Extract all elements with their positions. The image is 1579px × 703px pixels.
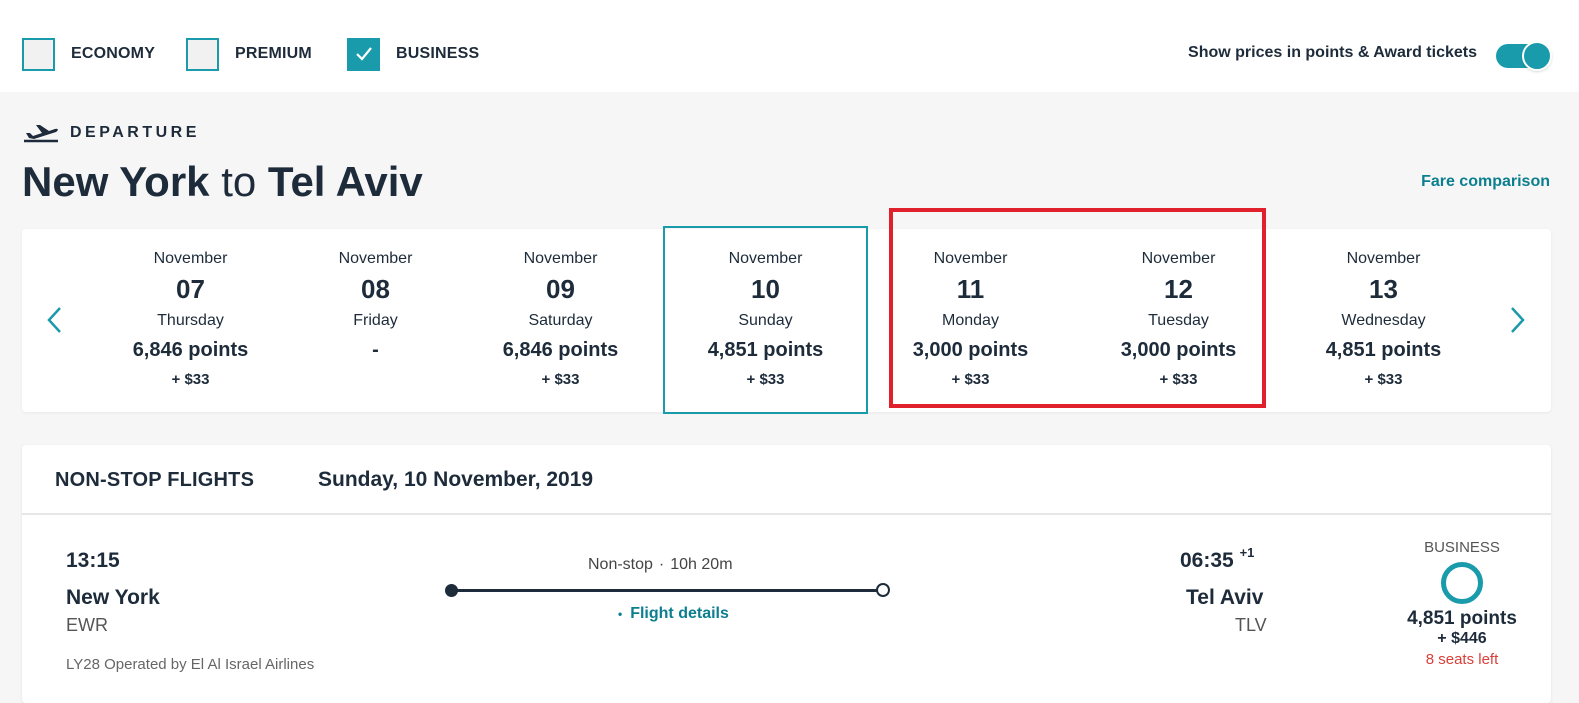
origin-city: New York — [22, 158, 210, 205]
date-weekday: Sunday — [738, 312, 793, 329]
cabin-premium-checkbox[interactable]: PREMIUM — [186, 37, 312, 71]
separator-dot-icon: · — [658, 556, 665, 573]
departure-heading: DEPARTURE — [22, 121, 200, 145]
plane-takeoff-icon — [24, 125, 58, 143]
results-title: NON-STOP FLIGHTS — [55, 469, 255, 491]
date-option[interactable]: November 13 Wednesday 4,851 points + $33 — [1281, 229, 1486, 412]
date-day: 09 — [546, 274, 575, 304]
checkmark-icon — [355, 47, 372, 61]
arrival-time: 06:35 +1 — [1180, 545, 1254, 573]
date-points: 4,851 points — [1325, 339, 1442, 361]
fare-cash: + $446 — [1437, 630, 1487, 647]
date-month: November — [1141, 250, 1216, 267]
date-cash: + $33 — [1364, 371, 1403, 388]
results-header: NON-STOP FLIGHTS Sunday, 10 November, 20… — [22, 445, 1551, 515]
date-day: 07 — [176, 274, 205, 304]
flight-route-line — [445, 583, 890, 597]
flight-results-panel: NON-STOP FLIGHTS Sunday, 10 November, 20… — [22, 445, 1551, 703]
toggle-knob[interactable] — [1522, 41, 1552, 71]
date-option-selected[interactable]: November 10 Sunday 4,851 points + $33 — [663, 229, 868, 412]
bullet-icon: • — [618, 607, 623, 621]
arrival-day-offset: +1 — [1239, 545, 1255, 560]
flight-details-link[interactable]: • Flight details — [618, 605, 729, 623]
cabin-business-label: BUSINESS — [396, 45, 480, 62]
date-weekday: Wednesday — [1341, 312, 1426, 329]
route-end-dot-icon — [876, 583, 890, 597]
date-cash: + $33 — [171, 371, 210, 388]
date-day: 13 — [1369, 274, 1398, 304]
points-toggle-label: Show prices in points & Award tickets — [1188, 44, 1477, 61]
checkbox-box-checked[interactable] — [347, 37, 380, 71]
route-connector: to — [221, 158, 257, 205]
date-option[interactable]: November 08 Friday - — [273, 229, 478, 412]
next-dates-button[interactable] — [1506, 303, 1530, 337]
departure-label: DEPARTURE — [70, 124, 200, 141]
date-weekday: Thursday — [157, 312, 224, 329]
date-cash: + $33 — [746, 371, 785, 388]
arrival-time-value: 06:35 — [1180, 549, 1234, 572]
results-date: Sunday, 10 November, 2019 — [318, 468, 594, 491]
date-day: 12 — [1164, 274, 1193, 304]
date-day: 08 — [361, 274, 390, 304]
flight-details-label: Flight details — [630, 605, 729, 622]
date-month: November — [728, 250, 803, 267]
arrival-city: Tel Aviv — [1186, 586, 1264, 609]
operated-by: LY28 Operated by El Al Israel Airlines — [66, 656, 315, 673]
points-toggle[interactable] — [1496, 41, 1552, 71]
cabin-premium-label: PREMIUM — [235, 45, 312, 62]
fare-radio-button[interactable] — [1441, 562, 1483, 604]
date-option[interactable]: November 11 Monday 3,000 points + $33 — [868, 229, 1073, 412]
seats-left: 8 seats left — [1425, 651, 1499, 668]
route-start-dot-icon — [445, 584, 458, 597]
date-weekday: Monday — [942, 312, 999, 329]
date-carousel: November 07 Thursday 6,846 points + $33 … — [22, 229, 1551, 412]
date-month: November — [338, 250, 413, 267]
cabin-filter-bar: ECONOMY PREMIUM BUSINESS Show prices in … — [0, 0, 1579, 92]
date-day: 10 — [751, 274, 780, 304]
cabin-business-checkbox[interactable]: BUSINESS — [347, 37, 479, 71]
date-option[interactable]: November 07 Thursday 6,846 points + $33 — [88, 229, 293, 412]
cabin-economy-label: ECONOMY — [71, 45, 156, 62]
date-points: 3,000 points — [1120, 339, 1237, 361]
chevron-left-icon — [47, 307, 61, 333]
date-cash: + $33 — [951, 371, 990, 388]
date-cash: + $33 — [541, 371, 580, 388]
date-month: November — [933, 250, 1008, 267]
flight-duration: 10h 20m — [670, 556, 733, 573]
stops-label: Non-stop — [588, 556, 653, 573]
cabin-economy-checkbox[interactable]: ECONOMY — [22, 37, 155, 71]
checkbox-box[interactable] — [186, 37, 219, 71]
date-points: - — [372, 339, 379, 361]
fare-class: BUSINESS — [1424, 539, 1500, 556]
prev-dates-button[interactable] — [42, 303, 66, 337]
departure-city: New York — [66, 586, 160, 609]
date-month: November — [1346, 250, 1421, 267]
departure-airport-code: EWR — [66, 615, 108, 635]
fare-points: 4,851 points — [1407, 608, 1517, 629]
chevron-right-icon — [1511, 307, 1525, 333]
date-points: 6,846 points — [132, 339, 249, 361]
date-weekday: Friday — [353, 312, 398, 329]
date-weekday: Saturday — [528, 312, 593, 329]
departure-time: 13:15 — [66, 549, 120, 572]
date-weekday: Tuesday — [1148, 312, 1209, 329]
date-month: November — [153, 250, 228, 267]
arrival-airport-code: TLV — [1235, 615, 1267, 635]
date-points: 6,846 points — [502, 339, 619, 361]
date-option[interactable]: November 09 Saturday 6,846 points + $33 — [458, 229, 663, 412]
date-cash: + $33 — [1159, 371, 1198, 388]
date-day: 11 — [956, 274, 985, 304]
stop-info: Non-stop · 10h 20m — [588, 556, 733, 574]
route-title: New York to Tel Aviv — [22, 158, 423, 206]
checkbox-box[interactable] — [22, 37, 55, 71]
fare-option-business[interactable]: BUSINESS 4,851 points + $446 8 seats lef… — [1382, 539, 1542, 668]
date-points: 4,851 points — [707, 339, 824, 361]
date-month: November — [523, 250, 598, 267]
fare-comparison-link[interactable]: Fare comparison — [1421, 173, 1550, 190]
destination-city: Tel Aviv — [267, 158, 423, 205]
date-points: 3,000 points — [912, 339, 1029, 361]
date-option[interactable]: November 12 Tuesday 3,000 points + $33 — [1076, 229, 1281, 412]
